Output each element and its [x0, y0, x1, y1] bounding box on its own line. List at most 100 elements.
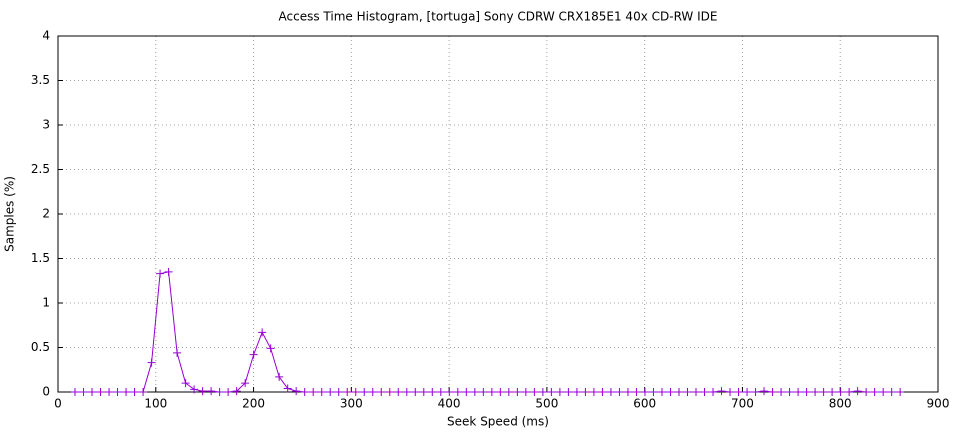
point-marker [683, 388, 692, 396]
y-tick-label: 2 [42, 207, 50, 221]
point-marker [632, 388, 641, 396]
point-marker [870, 388, 879, 396]
point-marker [496, 388, 505, 396]
point-marker [896, 388, 905, 396]
point-marker [122, 388, 131, 396]
point-marker [428, 388, 437, 396]
point-marker [470, 388, 479, 396]
point-marker [190, 385, 199, 394]
y-tick-label: 1 [42, 296, 50, 310]
point-marker [828, 388, 837, 396]
point-marker [504, 388, 513, 396]
point-marker [326, 388, 335, 396]
point-marker [760, 387, 769, 396]
y-tick-label: 3.5 [31, 73, 50, 87]
point-marker [666, 388, 675, 396]
point-marker [794, 388, 803, 396]
point-marker [640, 388, 649, 396]
series-line [75, 271, 901, 393]
point-marker [811, 388, 820, 396]
point-marker [623, 388, 632, 396]
y-tick-label: 1.5 [31, 251, 50, 265]
point-marker [88, 388, 97, 396]
x-tick-label: 500 [535, 397, 558, 411]
y-axis-label: Samples (%) [3, 176, 17, 252]
point-marker [232, 387, 241, 396]
point-marker [709, 388, 718, 396]
x-tick-label: 700 [731, 397, 754, 411]
point-marker [513, 388, 522, 396]
point-marker [156, 269, 165, 278]
x-tick-label: 100 [144, 397, 167, 411]
point-marker [692, 388, 700, 396]
point-marker [130, 388, 139, 396]
y-tick-label: 0.5 [31, 340, 50, 354]
point-marker [581, 388, 590, 396]
point-marker [79, 388, 88, 396]
point-marker [215, 388, 224, 396]
point-marker [615, 388, 624, 396]
point-marker [598, 388, 607, 396]
point-marker [309, 388, 318, 396]
point-marker [853, 387, 862, 396]
point-marker [181, 379, 190, 388]
point-marker [139, 388, 148, 396]
point-marker [411, 388, 420, 396]
point-marker [887, 388, 896, 396]
point-marker [445, 388, 454, 396]
x-tick-label: 400 [438, 397, 461, 411]
point-marker [785, 388, 794, 396]
point-marker [436, 388, 445, 396]
point-marker [385, 388, 394, 396]
point-marker [266, 344, 275, 353]
x-tick-label: 300 [340, 397, 363, 411]
point-marker [521, 388, 530, 396]
point-marker [717, 387, 726, 396]
point-marker [589, 388, 598, 396]
point-marker [71, 388, 80, 396]
x-tick-label: 200 [242, 397, 265, 411]
point-marker [802, 388, 811, 396]
point-marker [862, 388, 871, 396]
y-tick-label: 3 [42, 118, 50, 132]
point-marker [547, 388, 556, 396]
point-marker [360, 388, 369, 396]
point-marker [164, 267, 173, 276]
y-tick-label: 4 [42, 29, 50, 43]
point-marker [173, 348, 182, 357]
point-marker [224, 388, 233, 396]
x-tick-label: 600 [633, 397, 656, 411]
point-marker [343, 388, 352, 396]
point-marker [283, 384, 292, 393]
point-marker [487, 388, 496, 396]
point-marker [368, 388, 377, 396]
point-marker [462, 388, 471, 396]
point-marker [147, 358, 156, 367]
x-tick-label: 800 [829, 397, 852, 411]
point-marker [836, 388, 845, 396]
point-marker [241, 379, 250, 388]
x-axis-label: Seek Speed (ms) [447, 415, 549, 429]
point-marker [734, 388, 743, 396]
x-tick-label: 900 [927, 397, 950, 411]
point-marker [105, 388, 114, 396]
point-marker [249, 350, 258, 359]
point-marker [726, 388, 735, 396]
point-marker [419, 388, 428, 396]
point-marker [564, 388, 573, 396]
point-marker [751, 388, 760, 396]
point-marker [777, 388, 786, 396]
point-marker [555, 388, 564, 396]
point-marker [113, 388, 122, 396]
point-marker [819, 388, 828, 396]
point-marker [292, 387, 301, 396]
point-marker [351, 388, 360, 396]
point-marker [606, 388, 615, 396]
y-tick-label: 0 [42, 385, 50, 399]
point-marker [743, 388, 752, 396]
point-marker [402, 388, 411, 396]
point-marker [275, 372, 284, 381]
point-marker [453, 388, 462, 396]
point-marker [207, 387, 216, 396]
